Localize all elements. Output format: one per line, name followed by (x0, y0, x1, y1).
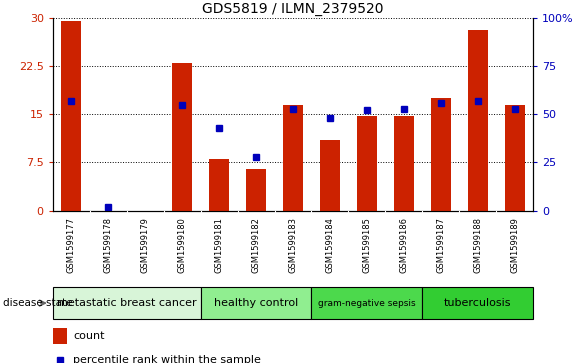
Bar (172, 63, 192, 211)
Bar (505, 105, 525, 211)
Text: gram-negative sepsis: gram-negative sepsis (318, 299, 415, 307)
Text: GSM1599187: GSM1599187 (437, 217, 445, 273)
Bar (53, 328, 67, 344)
Text: GSM1599179: GSM1599179 (141, 217, 149, 273)
Bar (53, 287, 200, 319)
Bar (283, 105, 303, 211)
Text: healthy control: healthy control (214, 298, 298, 308)
Bar (209, 159, 229, 211)
Bar (61, 21, 81, 211)
Text: GSM1599183: GSM1599183 (288, 217, 298, 273)
Text: GSM1599182: GSM1599182 (251, 217, 261, 273)
Text: GSM1599185: GSM1599185 (362, 217, 372, 273)
Text: GSM1599181: GSM1599181 (214, 217, 224, 273)
Bar (320, 140, 340, 211)
Bar (312, 287, 423, 319)
Text: disease state: disease state (3, 298, 73, 308)
Text: GSM1599184: GSM1599184 (325, 217, 335, 273)
Text: GSM1599180: GSM1599180 (178, 217, 186, 273)
Text: GSM1599178: GSM1599178 (104, 217, 113, 273)
Text: tuberculosis: tuberculosis (444, 298, 512, 308)
Bar (423, 287, 533, 319)
Text: percentile rank within the sample: percentile rank within the sample (73, 355, 261, 363)
Text: GSM1599177: GSM1599177 (67, 217, 76, 273)
Text: GSM1599186: GSM1599186 (400, 217, 408, 273)
Text: metastatic breast cancer: metastatic breast cancer (57, 298, 196, 308)
Text: GSM1599188: GSM1599188 (473, 217, 482, 273)
Bar (200, 287, 312, 319)
Bar (394, 116, 414, 211)
Bar (246, 169, 266, 211)
Text: GSM1599189: GSM1599189 (510, 217, 519, 273)
Bar (468, 30, 488, 211)
Bar (357, 116, 377, 211)
Title: GDS5819 / ILMN_2379520: GDS5819 / ILMN_2379520 (202, 2, 384, 16)
Text: count: count (73, 331, 105, 341)
Bar (431, 98, 451, 211)
